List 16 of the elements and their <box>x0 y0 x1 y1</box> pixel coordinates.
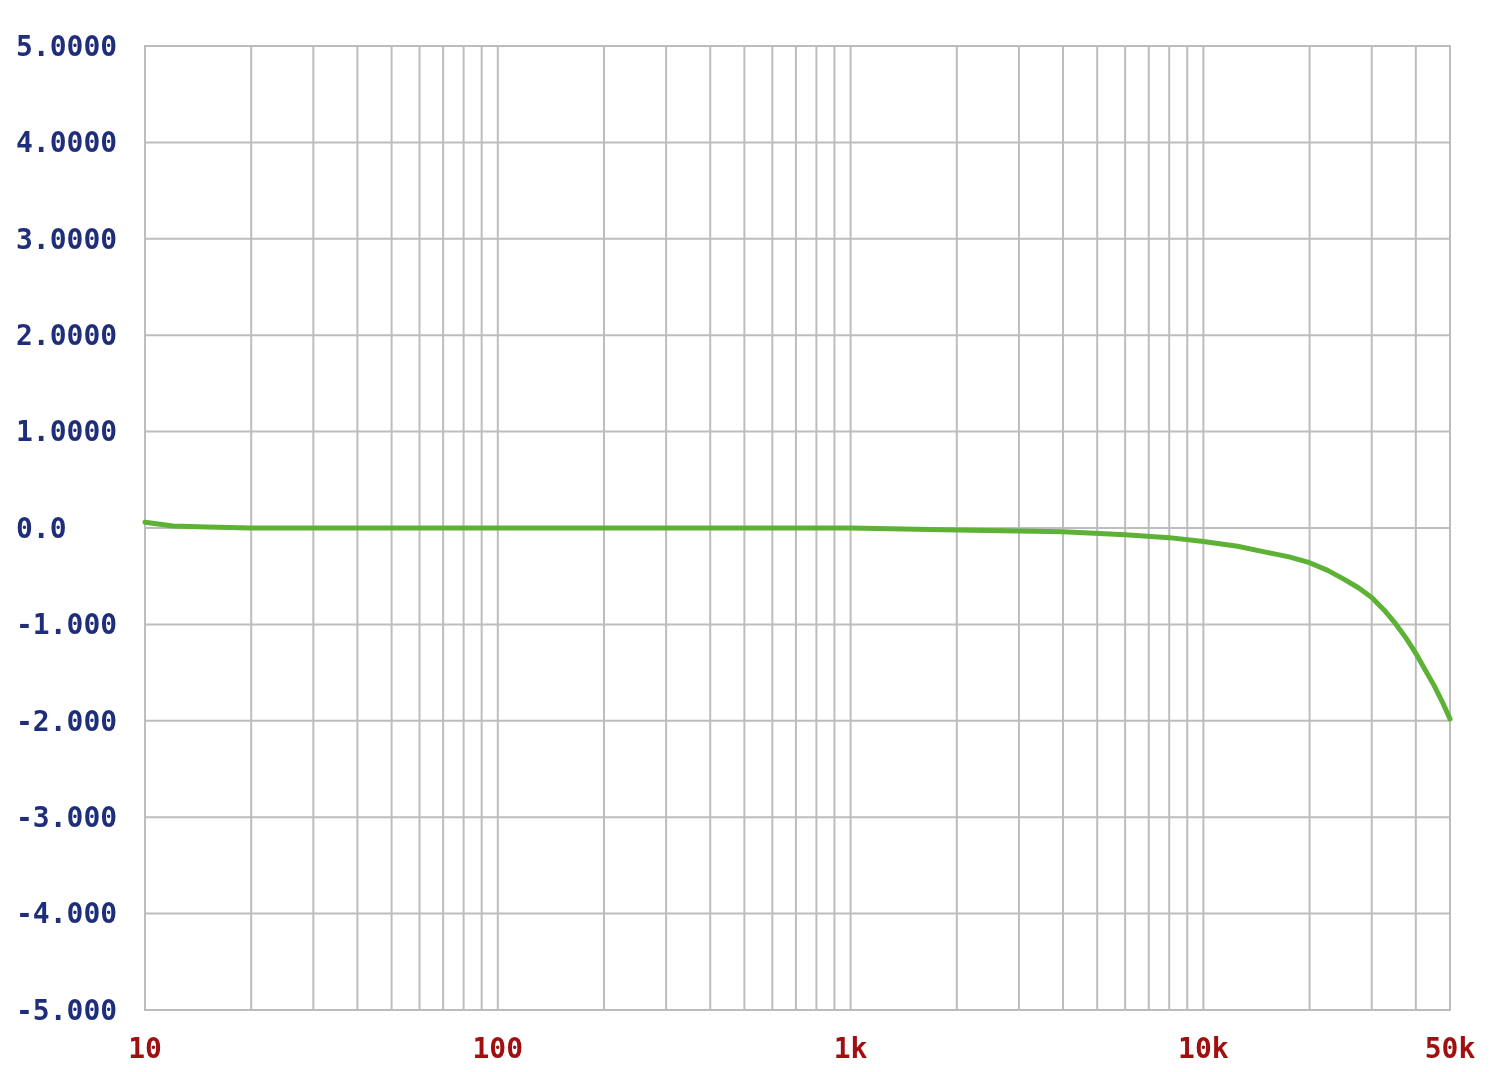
x-tick-label: 10 <box>128 1032 162 1065</box>
y-tick-label: -1.000 <box>16 608 118 642</box>
y-tick-label: 0.0 <box>16 511 67 545</box>
x-tick-label: 10k <box>1178 1032 1229 1065</box>
y-tick-label: -3.000 <box>16 801 118 834</box>
y-tick-label: -5.000 <box>16 993 118 1027</box>
x-tick-label: 50k <box>1424 1032 1476 1065</box>
y-tick-label: -4.000 <box>16 897 118 931</box>
y-tick-label: 5.0000 <box>16 29 118 63</box>
y-tick-label: -2.000 <box>16 704 118 738</box>
y-tick-label: 2.0000 <box>16 319 118 352</box>
x-tick-label: 100 <box>472 1032 524 1065</box>
y-tick-label: 3.0000 <box>16 222 118 256</box>
y-tick-label: 1.0000 <box>16 415 118 449</box>
x-tick-label: 1k <box>833 1032 868 1065</box>
y-tick-label: 4.0000 <box>16 126 118 160</box>
